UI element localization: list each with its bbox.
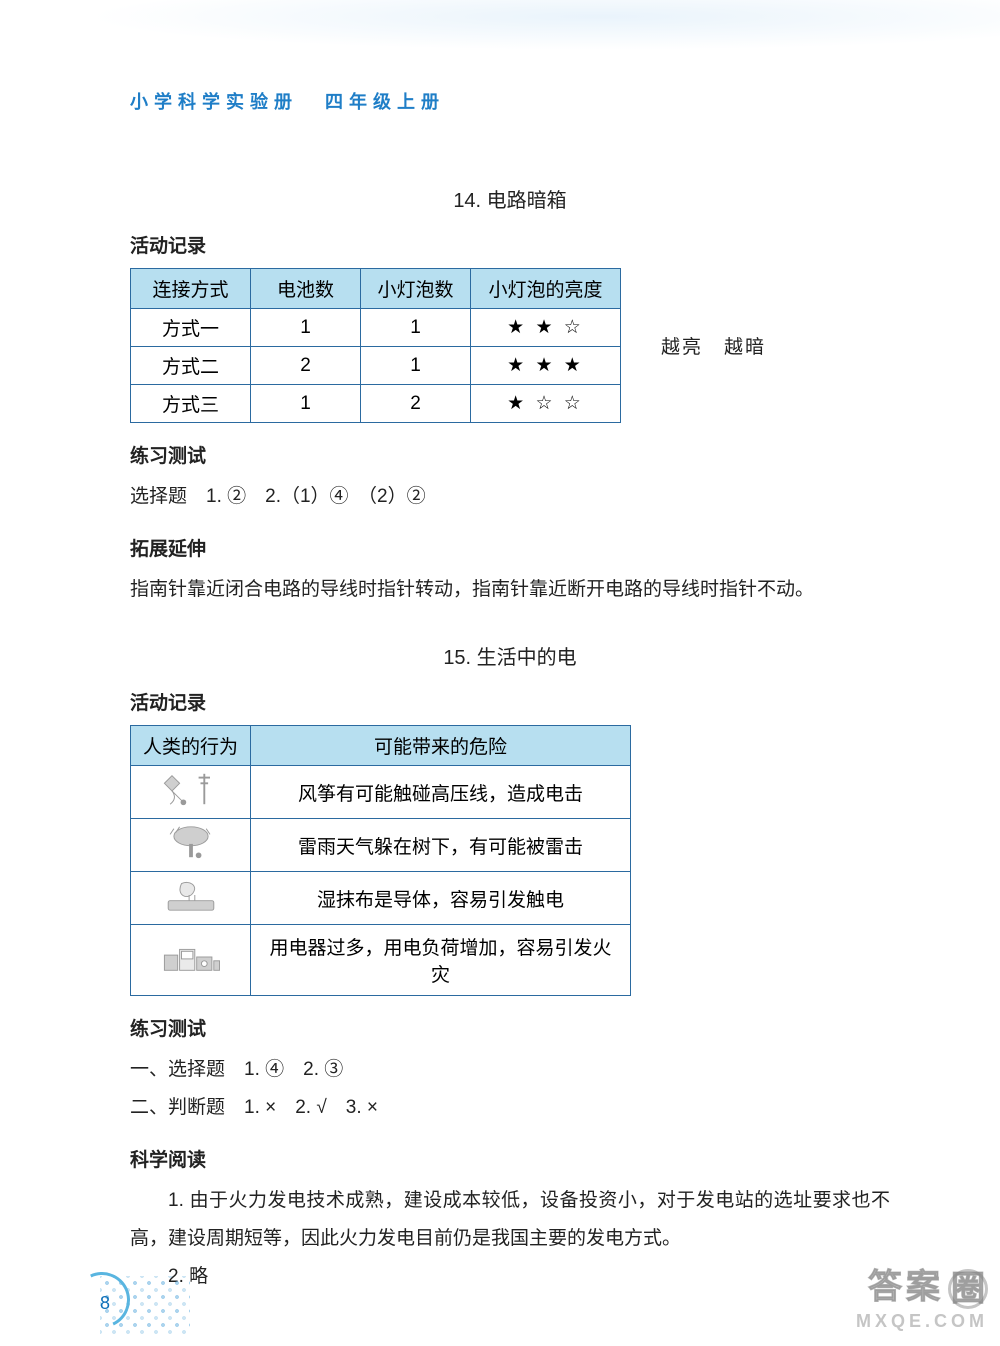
table-row: 方式一11★ ★ ☆ [131,309,621,347]
table-cell: 2 [361,385,471,423]
table-cell: 1 [361,309,471,347]
section15-activity-label: 活动记录 [130,688,890,715]
appliances-icon [159,938,223,976]
danger-text-cell: 用电器过多，用电负荷增加，容易引发火灾 [251,925,631,996]
danger-text-cell: 湿抹布是导体，容易引发触电 [251,872,631,925]
section15-table: 人类的行为可能带来的危险风筝有可能触碰高压线，造成电击雷雨天气躲在树下，有可能被… [130,725,631,996]
table-cell: ★ ★ ☆ [471,309,621,347]
watermark-circle-icon: 圈 [948,1269,988,1309]
section14-title: 14. 电路暗箱 [130,184,890,213]
series-title: 小学科学实验册 [130,92,298,112]
section15-practice-mc: 一、选择题 1. ④ 2. ③ [130,1051,890,1089]
behavior-icon-cell [131,766,251,819]
table-cell: 方式三 [131,385,251,423]
table-cell: 2 [251,347,361,385]
tbl1-header: 小灯泡数 [361,269,471,309]
table-cell: 1 [361,347,471,385]
kite-icon [159,770,223,808]
section14-practice-label: 练习测试 [130,441,890,468]
section15-read-label: 科学阅读 [130,1145,890,1172]
tbl1-header: 连接方式 [131,269,251,309]
wet-cloth-icon [159,876,223,914]
table-cell: 1 [251,385,361,423]
table-row: 用电器过多，用电负荷增加，容易引发火灾 [131,925,631,996]
section14-table-wrap: 连接方式电池数小灯泡数小灯泡的亮度方式一11★ ★ ☆方式二21★ ★ ★方式三… [130,268,890,423]
running-header: 小学科学实验册 四年级上册 [130,88,890,114]
behavior-icon-cell [131,872,251,925]
header-gradient [0,0,1000,56]
table-row: 方式二21★ ★ ★ [131,347,621,385]
grade-title: 四年级上册 [325,92,445,112]
section14-aside: 越亮 越暗 [661,332,766,359]
table-cell: 1 [251,309,361,347]
danger-text-cell: 雷雨天气躲在树下，有可能被雷击 [251,819,631,872]
section14-ext-label: 拓展延伸 [130,534,890,561]
tbl2-header: 人类的行为 [131,726,251,766]
table-row: 风筝有可能触碰高压线，造成电击 [131,766,631,819]
table-cell: 方式二 [131,347,251,385]
danger-text-cell: 风筝有可能触碰高压线，造成电击 [251,766,631,819]
section14-table: 连接方式电池数小灯泡数小灯泡的亮度方式一11★ ★ ☆方式二21★ ★ ★方式三… [130,268,621,423]
behavior-icon-cell [131,925,251,996]
section15-practice-label: 练习测试 [130,1014,890,1041]
tbl2-header: 可能带来的危险 [251,726,631,766]
footer-ornament: 8 [0,1226,200,1346]
table-row: 湿抹布是导体，容易引发触电 [131,872,631,925]
section14-activity-label: 活动记录 [130,231,890,258]
section15-title: 15. 生活中的电 [130,641,890,670]
table-cell: 方式一 [131,309,251,347]
table-row: 方式三12★ ☆ ☆ [131,385,621,423]
page-number: 8 [100,1293,110,1314]
section14-practice-line: 选择题 1. ② 2.（1）④ （2）② [130,478,890,516]
tbl1-header: 小灯泡的亮度 [471,269,621,309]
section15-read-2: 2. 略 [130,1258,890,1296]
tbl1-header: 电池数 [251,269,361,309]
section15-practice-tf: 二、判断题 1. × 2. √ 3. × [130,1089,890,1127]
tree-rain-icon [159,823,223,861]
table-row: 雷雨天气躲在树下，有可能被雷击 [131,819,631,872]
watermark-sub: MXQE.COM [856,1311,988,1332]
table-cell: ★ ☆ ☆ [471,385,621,423]
table-cell: ★ ★ ★ [471,347,621,385]
behavior-icon-cell [131,819,251,872]
section15-read-1: 1. 由于火力发电技术成熟，建设成本较低，设备投资小，对于发电站的选址要求也不高… [130,1182,890,1258]
page-root: 小学科学实验册 四年级上册 14. 电路暗箱 活动记录 连接方式电池数小灯泡数小… [0,0,1000,1346]
section14-ext-text: 指南针靠近闭合电路的导线时指针转动，指南针靠近断开电路的导线时指针不动。 [130,571,890,609]
